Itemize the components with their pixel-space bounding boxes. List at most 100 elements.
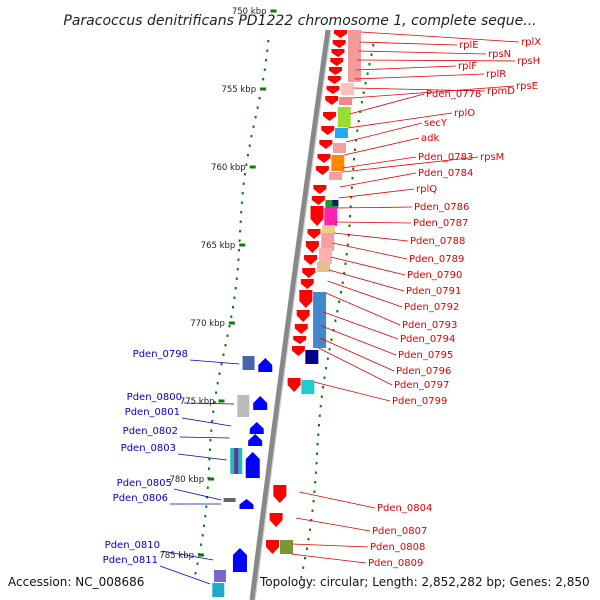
gc-dot-inner [196,562,199,565]
gc-dot-outer [316,452,318,455]
feature-track [212,30,361,597]
gene-label-pden-0804: Pden_0804 [377,503,432,514]
gc-dot-inner [239,230,242,233]
gene-label-pden-0811: Pden_0811 [103,555,158,566]
leader-line-pden-0787 [335,221,412,224]
gc-dot-inner [226,334,229,337]
gc-dot-inner [208,458,211,461]
gc-dot-outer [362,91,365,94]
gc-dot-outer [364,82,367,85]
forward-gene-labels: rplX rplE rpsN rpsH rplF rplR rpmD rpsE Pden_077… [368,37,541,569]
gene-label-rpse: rpsE [516,81,538,92]
forward-gene-block [321,231,335,251]
forward-gene-block-colored [331,155,345,171]
leader-line-pden-0795 [321,325,397,356]
forward-gene-arrow [321,126,335,135]
gc-dot-outer [317,433,320,436]
gene-label-pden-0807: Pden_0807 [372,526,427,537]
leader-line-pden-0811 [159,565,211,585]
reverse-gene-arrow [239,499,254,509]
reverse-gene-block [237,395,250,417]
gene-label-rplq: rplQ [416,184,437,195]
reverse-gene-arrow [258,358,273,372]
reverse-gene-block [234,448,239,474]
gc-dot-inner [213,401,216,404]
gc-dot-inner [237,258,240,261]
gc-dot-outer [300,576,303,579]
gc-dot-inner [245,163,248,166]
gc-dot-outer [338,300,341,303]
gc-dot-inner [194,572,197,575]
gc-dot-outer [350,196,353,199]
gc-dot-inner [239,220,242,223]
gc-dot-outer [360,101,363,104]
leader-line-adk [344,137,420,156]
forward-gene-arrow [266,540,280,554]
forward-gene-arrow [329,67,343,75]
gc-dot-outer [325,367,328,370]
gc-dot-inner [263,68,266,71]
gene-label-pden-0783: Pden_0783 [418,152,473,163]
gc-dot-outer [353,158,355,161]
gc-dot-inner [267,40,270,43]
gene-label-pden-0799: Pden_0799 [392,396,447,407]
gc-dot-outer [349,205,352,208]
forward-gene-arrow [310,206,324,226]
forward-gene-arrow [293,336,307,344]
gc-dot-outer [359,110,362,113]
gc-dot-inner [250,135,253,138]
forward-gene-block [332,143,346,153]
gc-dot-outer [319,405,322,408]
forward-gene-arrow [311,196,325,205]
map-title: Paracoccus denitrificans PD1222 chromoso… [63,13,536,29]
gene-label-pden-0791: Pden_0791 [406,286,461,297]
gene-label-pden-0798: Pden_0798 [133,349,188,360]
forward-gene-block-colored [301,380,315,394]
gc-skew-track [194,40,375,579]
gc-dot-outer [316,443,319,446]
scale-tick-label: 750 kbp [232,7,267,17]
leader-line-pden-0805 [173,488,222,501]
forward-gene-arrow [317,154,331,163]
gene-label-rplo: rplO [454,108,475,119]
reverse-gene-arrow [249,422,264,434]
gc-dot-outer [368,63,371,66]
gc-dot-outer [326,357,329,360]
leader-line-rpsn [358,50,487,55]
forward-gene-arrow [332,40,346,48]
leader-line-rplr [354,73,485,80]
forward-gene-arrow [327,76,341,84]
gc-dot-inner [216,382,219,385]
gc-dot-outer [344,262,347,265]
forward-gene-arrow [269,513,283,527]
leader-line-pden-0804 [299,491,376,509]
leader-line-pden-0790 [330,256,406,276]
gene-label-pden-0800: Pden_0800 [127,392,182,403]
gc-dot-outer [350,186,353,189]
scale-tick-750-kbp [270,9,277,13]
gene-label-adk: adk [421,133,439,144]
leader-line-pden-0807 [295,517,371,532]
gc-dot-inner [208,448,211,451]
gc-dot-outer [318,424,320,427]
reverse-gene-block [242,356,255,370]
leader-line-pden-0786 [337,206,413,209]
gc-dot-outer [356,129,359,132]
gc-dot-inner [243,173,246,176]
gc-dot-outer [323,376,326,379]
reverse-gene-arrow [248,434,263,446]
forward-gene-arrow [315,166,329,175]
gc-dot-inner [234,287,237,290]
gc-dot-inner [256,106,259,109]
gene-label-pden-0778: Pden_0778 [426,89,481,100]
leader-line-pden-0778 [349,93,425,115]
gc-dot-inner [238,249,241,252]
gc-dot-inner [230,315,233,318]
gc-dot-outer [355,139,357,142]
gc-dot-outer [349,215,352,218]
gc-dot-outer [311,509,314,512]
reverse-gene-block [214,570,227,582]
forward-gene-block [348,30,361,82]
gene-label-pden-0789: Pden_0789 [409,254,464,265]
